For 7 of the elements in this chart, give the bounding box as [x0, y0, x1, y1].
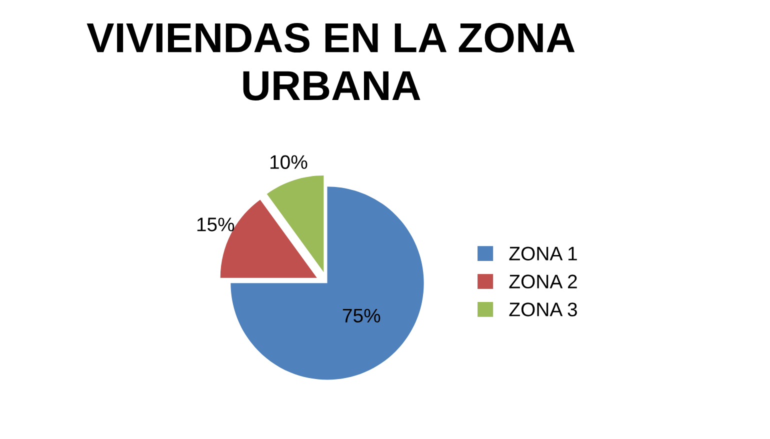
data-label: 75%: [342, 308, 380, 323]
data-label: 15%: [197, 218, 234, 232]
chart-title: VIVIENDAS EN LA ZONA URBANA: [86, 23, 575, 100]
legend-label: ZONA 2: [509, 274, 577, 288]
legend-label: ZONA 3: [509, 302, 577, 316]
legend-label: ZONA 1: [509, 246, 577, 260]
data-label: 10%: [270, 155, 308, 169]
